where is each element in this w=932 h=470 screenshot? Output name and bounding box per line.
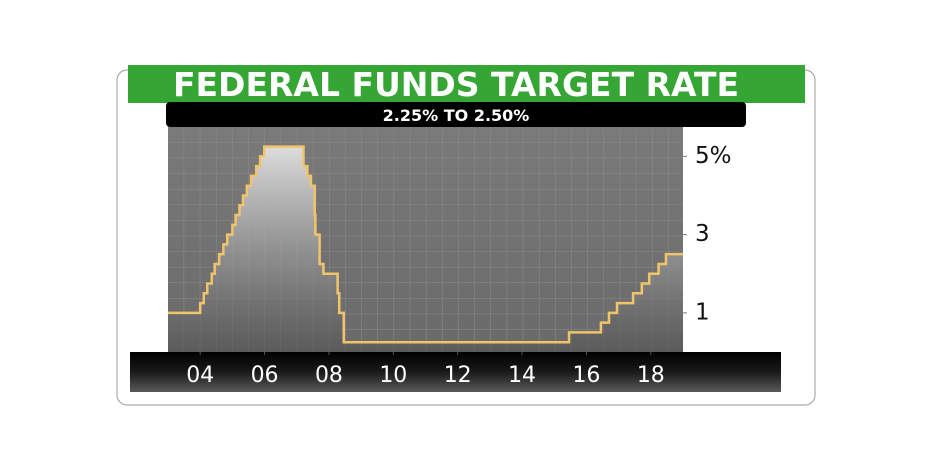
x-tick-label: 10 xyxy=(379,363,407,388)
title-bar xyxy=(128,65,805,103)
x-axis-bar xyxy=(130,352,781,392)
chart-subtitle: 2.25% TO 2.50% xyxy=(383,106,530,125)
area xyxy=(168,146,683,352)
subtitle-bar xyxy=(166,102,746,127)
x-tick-label: 12 xyxy=(444,363,472,388)
line xyxy=(168,145,683,344)
y-tick-label: 5% xyxy=(695,143,732,169)
x-tick-label: 06 xyxy=(251,363,279,388)
y-tick-label: 1 xyxy=(695,299,710,325)
plot xyxy=(168,145,683,352)
x-tick-label: 18 xyxy=(637,363,665,388)
x-tick-label: 14 xyxy=(508,363,536,388)
chart-title: FEDERAL FUNDS TARGET RATE xyxy=(173,65,739,104)
x-tick-label: 16 xyxy=(572,363,600,388)
x-tick-label: 04 xyxy=(186,363,214,388)
y-tick-label: 3 xyxy=(695,221,710,247)
x-tick-label: 08 xyxy=(315,363,343,388)
axes: 1 3 5% 04 06 08 10 12 14 16 18 xyxy=(186,143,731,388)
